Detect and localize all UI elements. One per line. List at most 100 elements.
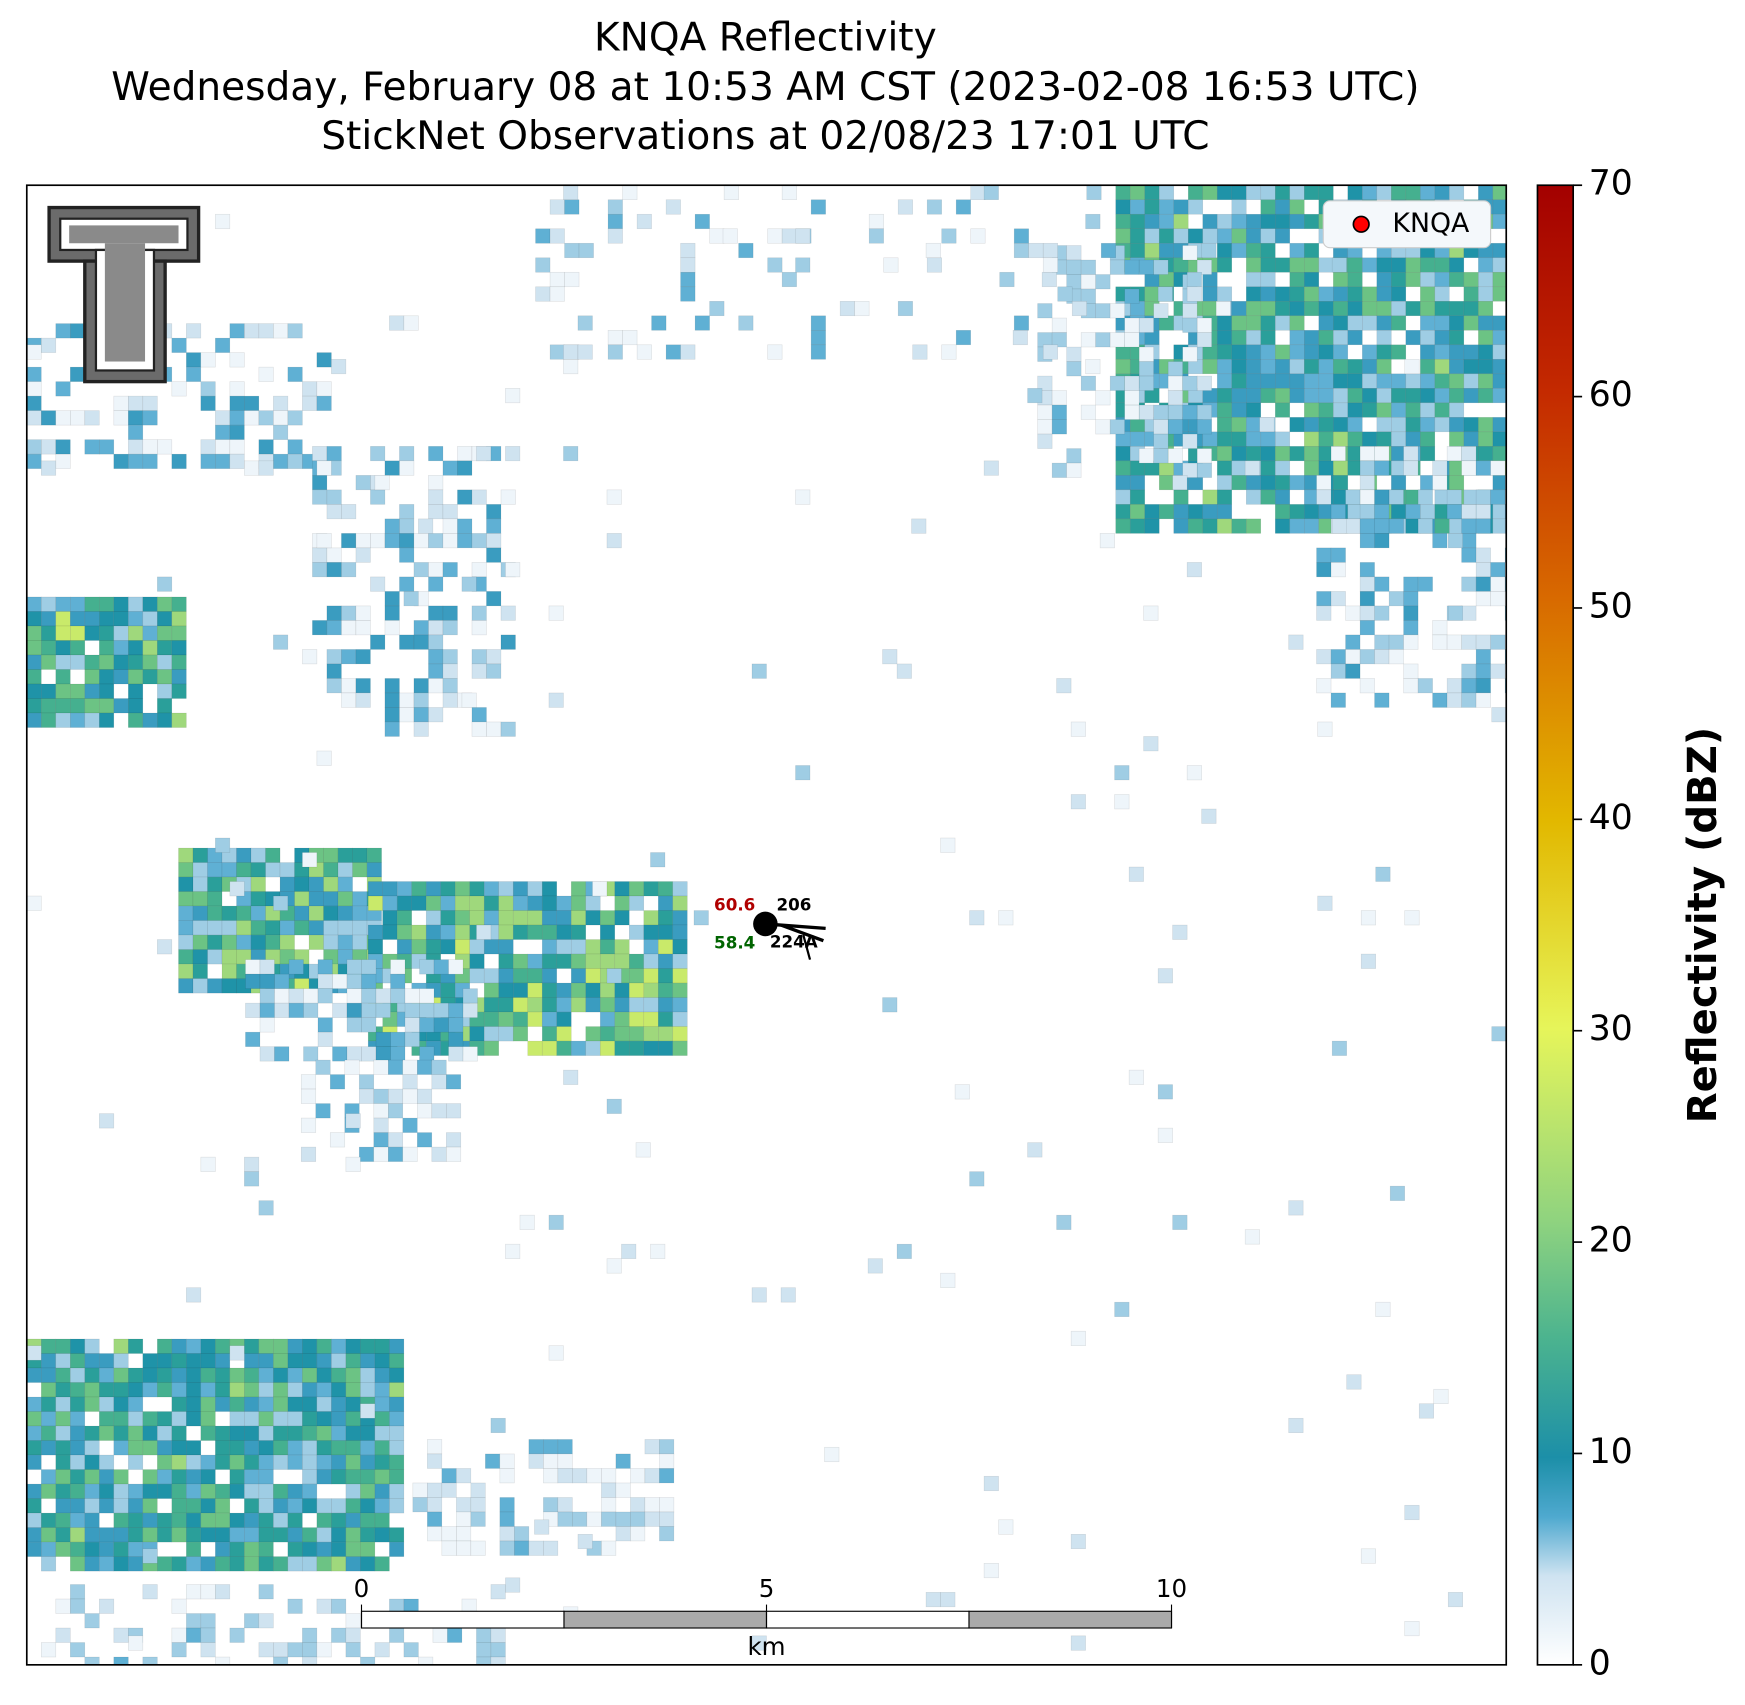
radar-cell	[404, 1002, 420, 1018]
radar-cell	[26, 895, 42, 911]
radar-cell	[1289, 504, 1305, 520]
radar-cell	[360, 1527, 376, 1543]
radar-cell	[433, 959, 449, 975]
radar-cell	[462, 1002, 478, 1018]
radar-cell	[390, 1031, 406, 1047]
title-line: Wednesday, February 08 at 10:53 AM CST (…	[111, 65, 1419, 110]
radar-cell	[113, 1425, 129, 1441]
radar-cell	[360, 1440, 376, 1456]
radar-cell	[643, 1040, 659, 1056]
radar-cell	[1144, 228, 1160, 244]
radar-cell	[1051, 462, 1067, 478]
radar-cell	[84, 410, 100, 426]
radar-cell	[1129, 242, 1146, 259]
radar-cell	[1492, 446, 1507, 462]
radar-cell	[1124, 332, 1140, 348]
radar-cell	[505, 1243, 521, 1259]
radar-cell	[614, 895, 630, 911]
radar-cell	[302, 1382, 318, 1398]
radar-cell	[41, 698, 57, 714]
radar-cell	[399, 460, 415, 476]
radar-cell	[512, 968, 529, 984]
radar-cell	[171, 1598, 187, 1614]
radar-cell	[389, 1411, 405, 1427]
radar-cell	[442, 692, 458, 708]
radar-cell	[41, 1338, 57, 1354]
radar-cell	[373, 1117, 389, 1133]
radar-cell	[396, 939, 412, 955]
radar-cell	[1405, 402, 1421, 418]
radar-cell	[1129, 518, 1146, 534]
radar-cell	[1475, 663, 1491, 679]
radar-cell	[1461, 663, 1477, 679]
radar-cell	[178, 891, 194, 907]
colorbar-tick-label: 30	[1589, 1009, 1633, 1049]
radar-cell	[486, 504, 502, 520]
radar-cell	[346, 988, 362, 1004]
radar-cell	[498, 895, 514, 911]
radar-cell	[287, 1396, 303, 1412]
radar-cell	[361, 1046, 377, 1062]
radar-cell	[331, 1498, 347, 1514]
radar-cell	[360, 1353, 376, 1369]
radar-cell	[1124, 317, 1140, 333]
radar-cell	[374, 1642, 390, 1658]
radar-cell	[1316, 489, 1332, 505]
radar-cell	[709, 300, 725, 317]
radar-cell	[326, 547, 342, 563]
radar-cell	[471, 620, 487, 636]
dewpoint: 58.4	[714, 932, 755, 952]
radar-cell	[1274, 446, 1291, 462]
radar-cell	[500, 634, 516, 650]
radar-cell	[331, 1382, 347, 1398]
radar-cell	[1196, 259, 1212, 275]
radar-cell	[326, 649, 342, 665]
radar-cell	[390, 973, 406, 989]
radar-cell	[417, 1059, 433, 1075]
radar-cell	[1446, 446, 1462, 462]
radar-cell	[1318, 300, 1334, 317]
radar-cell	[396, 924, 412, 940]
map-frame	[25, 184, 1508, 1666]
radar-cell	[428, 533, 444, 549]
radar-cell	[258, 410, 274, 426]
radar-cell	[1153, 419, 1169, 435]
radar-cell	[969, 910, 985, 926]
radar-cell	[1066, 462, 1082, 478]
radar-cell	[483, 997, 500, 1013]
radar-cell	[1274, 228, 1291, 244]
radar-cell	[244, 1338, 260, 1354]
radar-cell	[483, 939, 500, 955]
radar-cell	[1274, 373, 1291, 389]
radar-cell	[1318, 373, 1334, 389]
radar-cell	[142, 625, 158, 641]
radar-cell	[236, 934, 252, 950]
colorbar-tick-label: 50	[1589, 586, 1633, 626]
radar-cell	[346, 973, 362, 989]
radar-cell	[1153, 404, 1169, 420]
radar-cell	[375, 1046, 391, 1062]
radar-cell	[672, 895, 688, 911]
radar-cell	[694, 315, 710, 331]
radar-cell	[355, 605, 371, 621]
radar-cell	[337, 934, 353, 950]
radar-cell	[316, 1512, 332, 1528]
radar-cell	[469, 968, 485, 984]
radar-cell	[781, 228, 797, 244]
radar-cell	[337, 920, 353, 936]
radar-cell	[70, 1353, 86, 1369]
radar-cell	[1461, 518, 1477, 534]
radar-cell	[142, 1512, 158, 1528]
radar-cell	[326, 489, 342, 505]
radar-cell	[1347, 286, 1363, 302]
radar-cell	[374, 1440, 390, 1456]
radar-cell	[99, 1411, 115, 1427]
radar-cell	[1173, 199, 1189, 215]
radar-cell	[417, 1103, 433, 1119]
radar-cell	[345, 1613, 361, 1629]
radar-cell	[738, 242, 754, 259]
radar-cell	[178, 963, 194, 979]
radar-cell	[128, 424, 144, 440]
radar-cell	[345, 1469, 361, 1485]
